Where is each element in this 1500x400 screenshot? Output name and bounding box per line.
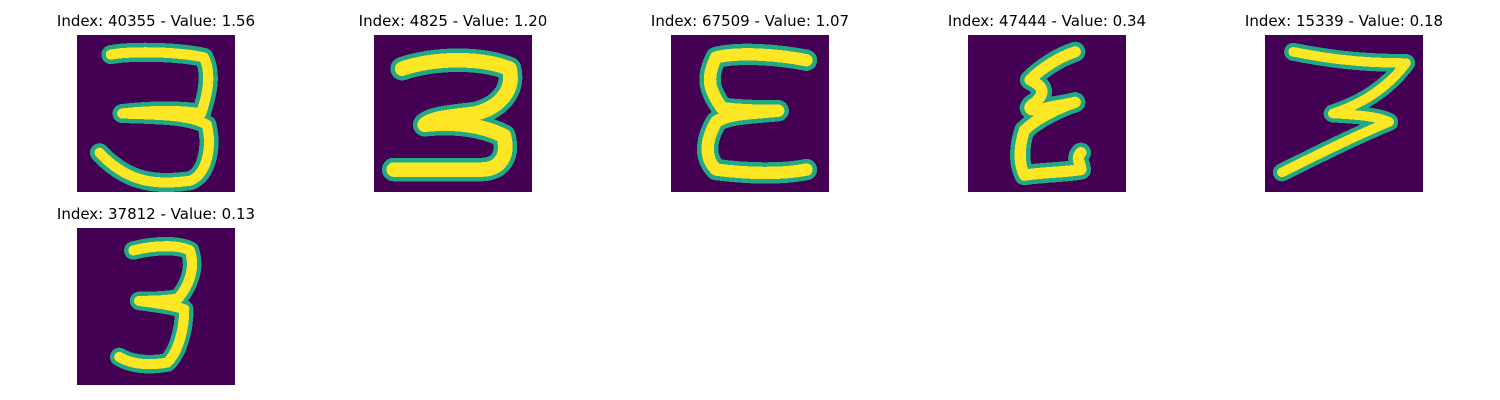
digit-image [1265, 35, 1423, 192]
digit-panel-2: Index: 4825 - Value: 1.20 [297, 0, 597, 192]
digit-panel-5: Index: 15339 - Value: 0.18 [1188, 0, 1488, 192]
panel-title: Index: 15339 - Value: 0.18 [1244, 12, 1444, 30]
panel-title: Index: 40355 - Value: 1.56 [56, 12, 256, 30]
digit-panel-6: Index: 37812 - Value: 0.13 [0, 193, 300, 385]
panel-title: Index: 67509 - Value: 1.07 [650, 12, 850, 30]
digit-panel-1: Index: 40355 - Value: 1.56 [0, 0, 300, 192]
digit-image [77, 35, 235, 192]
digit-image [968, 35, 1126, 192]
digit-image [374, 35, 532, 192]
panel-title: Index: 47444 - Value: 0.34 [947, 12, 1147, 30]
digit-panel-4: Index: 47444 - Value: 0.34 [891, 0, 1191, 192]
digit-panel-3: Index: 67509 - Value: 1.07 [594, 0, 894, 192]
panel-title: Index: 4825 - Value: 1.20 [358, 12, 548, 30]
panel-title: Index: 37812 - Value: 0.13 [56, 205, 256, 223]
digit-image [77, 228, 235, 385]
digit-image [671, 35, 829, 192]
